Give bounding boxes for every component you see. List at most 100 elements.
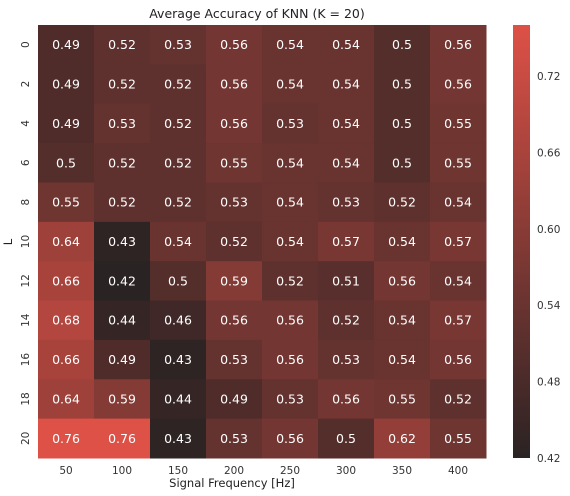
heatmap-cell <box>206 300 263 341</box>
cell-value-label: 0.53 <box>332 352 360 367</box>
cell-value-label: 0.56 <box>332 391 360 406</box>
cell-value-label: 0.56 <box>220 37 248 52</box>
heatmap-cell <box>374 339 431 380</box>
heatmap-cells: 0.49 0.52 0.53 0.56 0.54 0.54 0.5 0.56 0.49 0.52 0… <box>38 25 487 459</box>
cell-value-label: 0.49 <box>52 77 80 92</box>
heatmap-cell <box>430 64 487 105</box>
cell-value-label: 0.51 <box>332 273 360 288</box>
heatmap-cell <box>206 143 263 183</box>
colorbar-tick-label: 0.72 <box>537 71 560 83</box>
cell-value-label: 0.54 <box>276 234 304 249</box>
heatmap-cell <box>262 300 319 341</box>
cell-value-label: 0.54 <box>164 234 192 249</box>
heatmap-cell <box>94 379 151 420</box>
heatmap-cell <box>206 103 263 144</box>
cell-value-label: 0.54 <box>276 37 304 52</box>
heatmap-cell <box>150 64 207 105</box>
cell-value-label: 0.53 <box>164 37 192 52</box>
heatmap-cell <box>38 64 95 105</box>
cell-value-label: 0.53 <box>220 195 248 210</box>
y-tick-label: 6 <box>20 159 32 166</box>
cell-value-label: 0.54 <box>444 273 472 288</box>
x-tick-label: 300 <box>336 465 356 477</box>
cell-value-label: 0.54 <box>332 77 360 92</box>
cell-value-label: 0.49 <box>220 391 248 406</box>
cell-value-label: 0.66 <box>52 352 80 367</box>
cell-value-label: 0.56 <box>444 77 472 92</box>
heatmap-cell <box>150 261 207 302</box>
cell-value-label: 0.56 <box>220 77 248 92</box>
x-tick-label: 50 <box>59 465 72 477</box>
x-tick-label: 150 <box>168 465 188 477</box>
x-axis-ticks: 50 100 150 200 250 300 350 400 <box>59 465 468 477</box>
cell-value-label: 0.5 <box>392 77 412 92</box>
cell-value-label: 0.76 <box>108 431 136 446</box>
heatmap-cell <box>262 103 319 144</box>
cell-value-label: 0.54 <box>276 155 304 170</box>
cell-value-label: 0.56 <box>444 37 472 52</box>
heatmap-cell <box>430 143 487 183</box>
colorbar-tick-label: 0.66 <box>537 147 561 159</box>
heatmap-cell <box>206 339 263 380</box>
cell-value-label: 0.55 <box>52 195 80 210</box>
cell-value-label: 0.52 <box>108 195 136 210</box>
cell-value-label: 0.54 <box>388 313 416 328</box>
cell-value-label: 0.49 <box>52 37 80 52</box>
y-tick-label: 14 <box>20 313 32 327</box>
heatmap-cell <box>262 25 319 65</box>
colorbar-tick-label: 0.54 <box>537 300 561 312</box>
heatmap-cell <box>262 221 319 262</box>
cell-value-label: 0.56 <box>276 313 304 328</box>
heatmap-cell <box>318 379 375 420</box>
cell-value-label: 0.49 <box>108 352 136 367</box>
cell-value-label: 0.5 <box>392 116 412 131</box>
heatmap-cell <box>430 221 487 262</box>
heatmap-cell <box>318 143 375 183</box>
heatmap-cell <box>206 418 263 459</box>
heatmap-cell <box>206 261 263 302</box>
heatmap-cell <box>430 261 487 302</box>
cell-value-label: 0.52 <box>164 77 192 92</box>
heatmap-cell <box>430 25 487 65</box>
colorbar-ticks: 0.42 0.48 0.54 0.60 0.66 0.72 <box>537 71 561 465</box>
heatmap-cell <box>430 418 487 459</box>
cell-value-label: 0.54 <box>332 116 360 131</box>
heatmap-cell <box>94 103 151 144</box>
heatmap-cell <box>374 300 431 341</box>
cell-value-label: 0.62 <box>388 431 416 446</box>
cell-value-label: 0.52 <box>108 77 136 92</box>
cell-value-label: 0.44 <box>164 391 192 406</box>
heatmap-cell <box>206 25 263 65</box>
cell-value-label: 0.52 <box>108 37 136 52</box>
cell-value-label: 0.54 <box>276 195 304 210</box>
cell-value-label: 0.66 <box>52 273 80 288</box>
heatmap-cell <box>262 182 319 223</box>
heatmap-cell <box>38 103 95 144</box>
y-tick-label: 8 <box>20 199 32 206</box>
x-axis-label: Signal Frequency [Hz] <box>169 476 295 490</box>
cell-value-label: 0.52 <box>332 313 360 328</box>
heatmap-cell <box>94 221 151 262</box>
heatmap-cell <box>150 25 207 65</box>
cell-value-label: 0.55 <box>220 155 248 170</box>
heatmap-cell <box>262 261 319 302</box>
heatmap-cell <box>374 379 431 420</box>
heatmap-cell <box>150 379 207 420</box>
heatmap-cell <box>318 25 375 65</box>
cell-value-label: 0.68 <box>52 313 80 328</box>
cell-value-label: 0.56 <box>276 352 304 367</box>
cell-value-label: 0.57 <box>444 234 472 249</box>
heatmap-cell <box>318 103 375 144</box>
colorbar <box>513 25 530 458</box>
heatmap-cell <box>318 64 375 105</box>
heatmap-cell <box>374 64 431 105</box>
cell-value-label: 0.43 <box>164 431 192 446</box>
cell-value-label: 0.46 <box>164 313 192 328</box>
cell-value-label: 0.5 <box>392 155 412 170</box>
x-tick-label: 250 <box>280 465 300 477</box>
cell-value-label: 0.52 <box>220 234 248 249</box>
colorbar-tick-label: 0.48 <box>537 377 560 389</box>
heatmap-cell <box>262 379 319 420</box>
heatmap-cell <box>206 64 263 105</box>
colorbar-tick-label: 0.42 <box>537 453 560 465</box>
